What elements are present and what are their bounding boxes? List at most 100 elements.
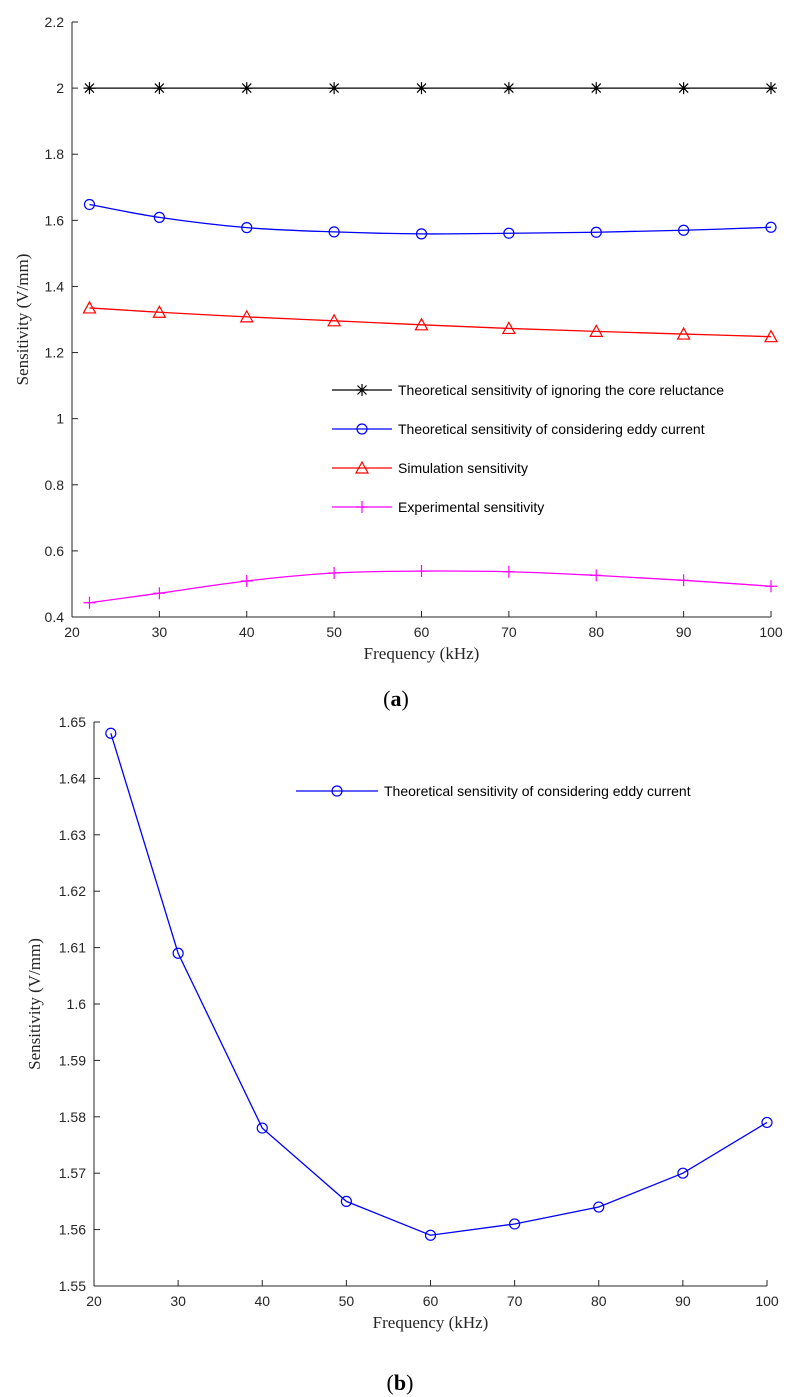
b-series-0-point [761, 1116, 773, 1129]
a-y-tick-label: 0.6 [45, 543, 65, 559]
a-series-3-point [328, 567, 341, 580]
b-x-axis-label: Frequency (kHz) [373, 1313, 489, 1332]
a-series-2-line [89, 307, 772, 338]
a-series-1-point [503, 227, 515, 239]
a-series-3-point [677, 574, 690, 587]
b-x-tick-label: 100 [755, 1293, 779, 1309]
a-legend-label-3: Experimental sensitivity [398, 499, 544, 515]
a-x-tick-label: 40 [239, 624, 255, 640]
a-series-2-point [152, 304, 167, 318]
a-x-tick-label: 30 [152, 624, 168, 640]
a-series-3-point [83, 596, 96, 609]
b-series-0-point [256, 1122, 268, 1134]
b-series-0-point [677, 1167, 689, 1179]
b-y-tick-label: 1.61 [59, 940, 86, 956]
a-series-3-line [89, 570, 772, 604]
a-series-0-point [590, 82, 603, 95]
b-y-tick-label: 1.65 [59, 714, 86, 730]
a-y-tick-label: 1.8 [45, 146, 65, 162]
b-y-axis-label: Sensitivity (V/mm) [25, 938, 44, 1070]
b-x-tick-label: 40 [254, 1293, 270, 1309]
a-series-2-point [414, 317, 429, 331]
a-legend-marker-1 [356, 423, 368, 435]
a-x-tick-label: 50 [326, 624, 342, 640]
b-x-tick-label: 80 [591, 1293, 607, 1309]
b-series-0-line [110, 733, 768, 1236]
a-x-tick-label: 60 [414, 624, 430, 640]
b-y-tick-label: 1.57 [59, 1165, 86, 1181]
a-series-2-point [327, 313, 342, 327]
b-legend-marker-0 [331, 785, 343, 797]
a-series-3-point [415, 565, 428, 578]
a-y-tick-label: 2 [56, 80, 64, 96]
a-series-0-point [677, 82, 690, 95]
b-series-0-point [424, 1229, 437, 1241]
b-y-tick-label: 1.59 [59, 1052, 86, 1068]
a-y-tick-label: 1.6 [45, 212, 65, 228]
b-x-tick-label: 60 [423, 1293, 439, 1309]
a-x-tick-label: 90 [676, 624, 692, 640]
b-x-tick-label: 50 [339, 1293, 355, 1309]
a-series-2-point [501, 321, 516, 335]
b-legend-label-0: Theoretical sensitivity of considering e… [384, 783, 691, 799]
a-series-0-point [328, 82, 341, 95]
a-legend-marker-2 [354, 460, 370, 474]
a-x-tick-label: 80 [588, 624, 604, 640]
b-series-0-point [509, 1218, 521, 1230]
a-y-tick-label: 1.2 [45, 345, 65, 361]
chart-a: 20 30 40 50 60 70 80 90 100 0.4 0.6 0.8 1 1.2 1.4 1.6 1.… [13, 14, 783, 663]
b-x-tick-label: 20 [86, 1293, 102, 1309]
a-series-1-point [590, 226, 602, 238]
panel-label-b-letter: b [394, 1370, 406, 1395]
b-x-tick-label: 70 [507, 1293, 523, 1309]
a-legend-marker-3 [356, 501, 368, 513]
a-x-axis-label: Frequency (kHz) [364, 644, 480, 663]
b-x-tick-label: 90 [675, 1293, 691, 1309]
chart-b: 20 30 40 50 60 70 80 90 100 1.55 1.56 1.57 1.58 1.59 1… [25, 714, 779, 1332]
a-series-0-point [415, 82, 428, 95]
b-series-0-point [340, 1195, 352, 1208]
a-series-2-point [676, 326, 691, 340]
a-series-1-point [415, 228, 428, 240]
a-series-1-point [153, 211, 165, 223]
b-y-tick-label: 1.58 [59, 1109, 86, 1125]
a-series-1-point [765, 221, 777, 233]
a-series-2-point [589, 324, 604, 337]
b-y-tick-label: 1.6 [67, 996, 87, 1012]
a-series-0-point [240, 82, 253, 95]
a-series-0-point [83, 82, 96, 95]
a-legend-label-0: Theoretical sensitivity of ignoring the … [398, 382, 724, 398]
a-series-1-point [83, 198, 96, 211]
a-series-2-point [763, 329, 779, 343]
b-y-tick-label: 1.64 [59, 770, 86, 786]
b-y-tick-label: 1.63 [59, 827, 86, 843]
b-y-tick-label: 1.62 [59, 883, 86, 899]
a-x-tick-label: 100 [759, 624, 783, 640]
b-series-0-point [172, 947, 184, 959]
a-series-1-point [328, 226, 340, 238]
a-x-tick-label: 70 [501, 624, 517, 640]
a-series-3-point [590, 569, 603, 582]
a-y-axis-label: Sensitivity (V/mm) [13, 254, 32, 386]
a-series-0-point [502, 82, 515, 95]
a-series-1-point [678, 224, 690, 236]
a-series-1-point [241, 222, 253, 234]
a-series-3-point [153, 587, 166, 600]
panel-label-b: (b) [387, 1370, 414, 1395]
b-y-tick-label: 1.56 [59, 1222, 86, 1238]
a-y-tick-label: 0.8 [45, 477, 65, 493]
a-y-tick-label: 1.4 [45, 278, 65, 294]
a-series-3-point [502, 565, 515, 578]
b-series-0-point [105, 727, 117, 739]
a-series-2-point [82, 300, 97, 314]
a-legend-label-1: Theoretical sensitivity of considering e… [398, 421, 705, 437]
panel-label-a-letter: a [391, 686, 402, 711]
a-series-2-point [239, 309, 254, 323]
a-y-tick-label: 2.2 [45, 14, 65, 30]
b-y-tick-label: 1.55 [59, 1278, 86, 1294]
a-series-3-point [765, 580, 777, 593]
a-y-tick-label: 0.4 [45, 609, 65, 625]
a-series-0-point [765, 82, 777, 95]
panel-label-a: (a) [383, 686, 409, 711]
b-series-0-point [593, 1201, 605, 1213]
